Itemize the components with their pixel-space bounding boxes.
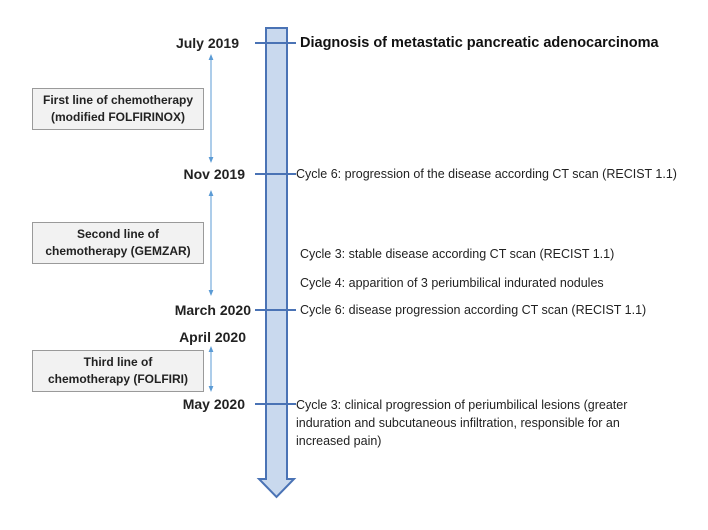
date-april-2020: April 2020 [179, 329, 246, 345]
date-nov-2019: Nov 2019 [183, 166, 245, 182]
third-line-label-2: chemotherapy (FOLFIRI) [47, 372, 188, 386]
date-may-2020: May 2020 [182, 396, 245, 412]
first-line-box: First line of chemotherapy (modified FOL… [32, 88, 204, 130]
event-gem-cycle4: Cycle 4: apparition of 3 periumbilical i… [300, 276, 604, 290]
first-line-label-2: (modified FOLFIRINOX) [51, 110, 185, 124]
event-may-cycle3: Cycle 3: clinical progression of periumb… [296, 398, 628, 448]
date-march-2020: March 2020 [174, 302, 251, 318]
third-line-box: Third line of chemotherapy (FOLFIRI) [32, 350, 204, 392]
timeline-arrow [256, 27, 297, 499]
event-march-cycle6: Cycle 6: disease progression according C… [300, 303, 647, 317]
date-july-2019: July 2019 [175, 35, 239, 51]
second-line-label-1: Second line of [76, 227, 159, 241]
event-gem-cycle3: Cycle 3: stable disease according CT sca… [300, 247, 615, 261]
second-line-label-2: chemotherapy (GEMZAR) [45, 244, 191, 258]
third-line-label-1: Third line of [83, 355, 153, 369]
second-line-box: Second line of chemotherapy (GEMZAR) [32, 222, 204, 264]
event-nov-cycle6: Cycle 6: progression of the disease acco… [296, 167, 677, 181]
event-diagnosis: Diagnosis of metastatic pancreatic adeno… [300, 35, 659, 51]
first-line-label-1: First line of chemotherapy [42, 93, 194, 107]
